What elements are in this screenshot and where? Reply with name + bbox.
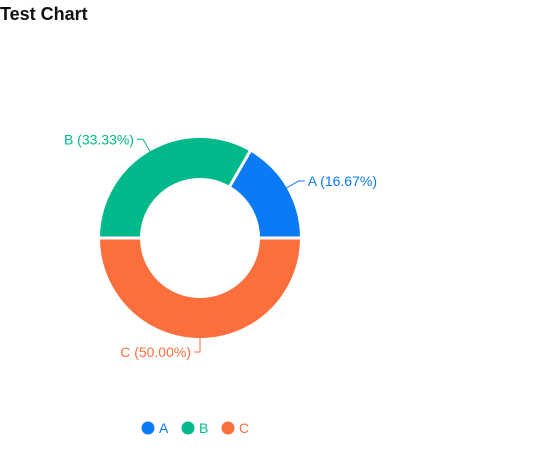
legend-marker-a [141,421,155,435]
slice-a[interactable] [231,152,300,237]
slice-labels-group: A (16.67%) B (33.33%) C (50.00%) [64,131,377,360]
slice-label-b: B (33.33%) [64,131,134,147]
leader-line-b [136,138,152,154]
legend-label-b: B [199,420,208,436]
legend: A B C [141,420,250,436]
leader-line-a [284,180,305,190]
legend-item-a[interactable]: A [141,420,170,436]
slice-label-c: C (50.00%) [120,344,191,360]
chart-title: Test Chart [0,4,88,24]
slice-b[interactable] [100,138,249,237]
slices-group [100,138,300,338]
slice-label-a: A (16.67%) [308,173,377,189]
legend-marker-b [181,421,195,435]
legend-label-a: A [159,420,169,436]
legend-item-b[interactable]: B [181,420,209,436]
legend-label-c: C [239,420,249,436]
slice-c[interactable] [100,239,300,338]
legend-item-c[interactable]: C [221,420,250,436]
leader-line-c [194,336,201,353]
legend-marker-c [221,421,235,435]
leader-lines-group [136,138,305,353]
